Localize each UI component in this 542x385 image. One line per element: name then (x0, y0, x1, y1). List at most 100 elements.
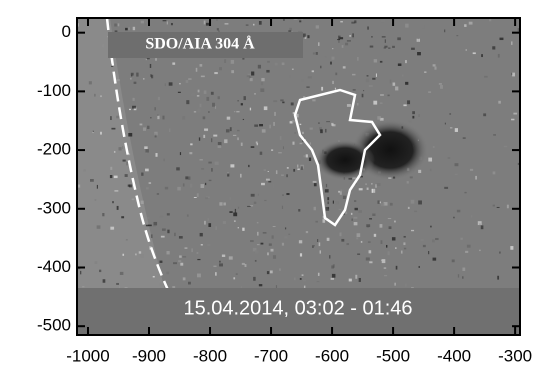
speckle (369, 261, 372, 263)
speckle (478, 221, 482, 225)
x-tick-label: -1000 (66, 346, 109, 365)
speckle (421, 25, 424, 28)
speckle (130, 78, 132, 80)
speckle (300, 124, 302, 125)
speckle (313, 52, 315, 54)
speckle (155, 153, 157, 157)
speckle (110, 175, 112, 178)
speckle (211, 138, 212, 142)
speckle (297, 165, 298, 168)
speckle (301, 166, 303, 169)
speckle (297, 168, 299, 170)
speckle (266, 70, 269, 73)
speckle (284, 236, 287, 238)
speckle (145, 169, 149, 172)
speckle (140, 254, 144, 258)
speckle (340, 191, 342, 195)
speckle (149, 182, 151, 183)
speckle (381, 203, 385, 206)
speckle (430, 169, 431, 171)
speckle (366, 78, 369, 82)
speckle (234, 221, 236, 222)
speckle (511, 41, 512, 45)
speckle (359, 278, 361, 282)
speckle (317, 281, 320, 282)
speckle (470, 169, 473, 171)
speckle (258, 194, 259, 196)
speckle (347, 40, 351, 42)
speckle (462, 276, 463, 278)
speckle (409, 120, 412, 122)
speckle (288, 234, 290, 235)
speckle (276, 285, 277, 288)
speckle (219, 67, 222, 70)
speckle (418, 170, 421, 173)
speckle (309, 158, 311, 161)
speckle (326, 121, 330, 122)
speckle (213, 135, 217, 137)
speckle (453, 217, 454, 219)
speckle (103, 279, 106, 283)
speckle (355, 208, 358, 210)
speckle (372, 214, 375, 216)
speckle (122, 254, 124, 256)
speckle (262, 22, 266, 23)
speckle (369, 85, 373, 87)
speckle (211, 168, 212, 172)
speckle (165, 187, 168, 190)
speckle (95, 261, 98, 264)
speckle (100, 132, 102, 135)
speckle (178, 92, 181, 93)
speckle (233, 213, 237, 217)
speckle (167, 21, 168, 24)
speckle (131, 73, 134, 76)
speckle (110, 116, 111, 120)
speckle (338, 40, 339, 43)
speckle (204, 20, 206, 24)
speckle (322, 219, 325, 223)
speckle (255, 250, 258, 253)
speckle (259, 21, 262, 25)
speckle (365, 183, 367, 185)
speckle (246, 25, 249, 26)
speckle (207, 244, 210, 245)
speckle (295, 132, 296, 134)
x-tick-label: -800 (193, 346, 227, 365)
speckle (254, 202, 256, 204)
speckle (335, 201, 339, 204)
speckle (375, 184, 376, 188)
speckle (368, 241, 371, 242)
speckle (204, 90, 207, 93)
speckle (157, 115, 158, 116)
speckle (357, 57, 358, 61)
speckle (148, 225, 152, 227)
speckle (405, 24, 409, 28)
speckle (166, 251, 169, 254)
speckle (93, 131, 94, 133)
speckle (493, 134, 496, 136)
speckle (242, 263, 245, 265)
speckle (455, 163, 459, 166)
speckle (128, 133, 132, 137)
speckle (377, 200, 379, 203)
speckle (312, 246, 313, 248)
speckle (231, 60, 234, 64)
speckle (78, 185, 80, 188)
speckle (273, 226, 276, 227)
speckle (460, 238, 462, 240)
speckle (411, 230, 414, 231)
speckle (384, 47, 386, 48)
speckle (204, 128, 208, 130)
speckle (141, 173, 143, 176)
speckle (271, 249, 274, 252)
speckle (286, 174, 287, 177)
speckle (141, 201, 144, 204)
speckle (219, 202, 222, 205)
speckle (274, 112, 276, 116)
speckle (321, 87, 323, 91)
speckle (341, 239, 344, 242)
speckle (219, 261, 220, 263)
x-tick-label: -700 (254, 346, 288, 365)
speckle (335, 88, 336, 90)
speckle (388, 47, 390, 49)
